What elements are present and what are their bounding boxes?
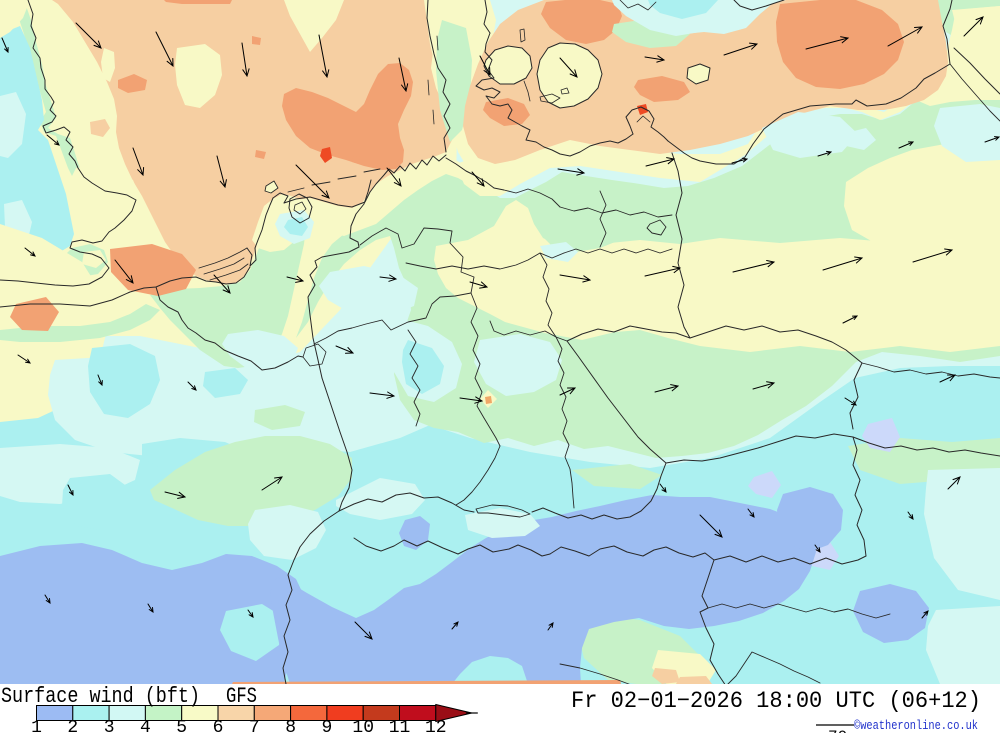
svg-text:4: 4 xyxy=(140,718,151,733)
svg-text:GFS: GFS xyxy=(226,684,257,709)
svg-text:1: 1 xyxy=(31,718,42,733)
svg-text:9: 9 xyxy=(321,718,332,733)
svg-text:Surface wind (bft): Surface wind (bft) xyxy=(1,684,200,709)
svg-text:7: 7 xyxy=(249,718,260,733)
svg-text:12: 12 xyxy=(425,718,447,733)
svg-text:11: 11 xyxy=(389,718,411,733)
svg-text:3: 3 xyxy=(104,718,115,733)
svg-text:©weatheronline.co.uk: ©weatheronline.co.uk xyxy=(854,718,978,733)
svg-text:2: 2 xyxy=(67,718,78,733)
svg-text:70: 70 xyxy=(828,728,847,733)
svg-text:5: 5 xyxy=(176,718,187,733)
svg-text:10: 10 xyxy=(352,718,374,733)
svg-text:6: 6 xyxy=(213,718,224,733)
svg-text:8: 8 xyxy=(285,718,296,733)
svg-text:Fr 02−01−2026 18:00 UTC (06+12: Fr 02−01−2026 18:00 UTC (06+12) xyxy=(571,688,981,714)
